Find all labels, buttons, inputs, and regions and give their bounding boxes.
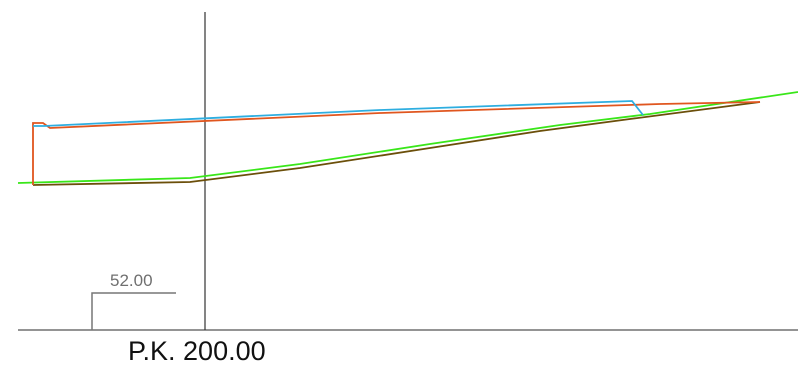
ground-line (17, 91, 798, 184)
top-surface-line (33, 100, 644, 127)
subgrade-line (32, 101, 761, 186)
datum-reference-bracket (91, 292, 176, 330)
datum-elevation-label: 52.00 (110, 271, 153, 290)
design-line (32, 101, 761, 185)
station-label: P.K. 200.00 (128, 336, 266, 366)
